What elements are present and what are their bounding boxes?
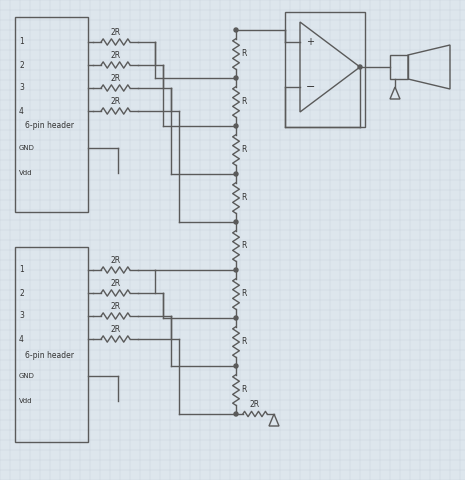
Text: 2R: 2R bbox=[111, 28, 120, 37]
Text: 4: 4 bbox=[19, 107, 24, 116]
Text: 2: 2 bbox=[19, 288, 24, 298]
Text: 2R: 2R bbox=[111, 256, 120, 265]
Text: GND: GND bbox=[19, 145, 35, 151]
Circle shape bbox=[234, 412, 238, 416]
Text: GND: GND bbox=[19, 373, 35, 379]
Text: R: R bbox=[241, 97, 247, 107]
Text: 2R: 2R bbox=[111, 74, 120, 83]
Circle shape bbox=[234, 268, 238, 272]
Bar bbox=[390, 55, 408, 79]
Text: R: R bbox=[241, 49, 247, 59]
Text: R: R bbox=[241, 385, 247, 395]
Text: +: + bbox=[306, 37, 314, 47]
Text: 1: 1 bbox=[19, 37, 24, 47]
Text: 3: 3 bbox=[19, 312, 24, 321]
Circle shape bbox=[234, 316, 238, 320]
Text: 3: 3 bbox=[19, 84, 24, 93]
Text: Vdd: Vdd bbox=[19, 398, 33, 404]
Text: 2R: 2R bbox=[111, 325, 120, 334]
Text: R: R bbox=[241, 337, 247, 347]
Text: 2R: 2R bbox=[111, 302, 120, 311]
Text: 2R: 2R bbox=[111, 51, 120, 60]
Text: Vdd: Vdd bbox=[19, 170, 33, 176]
Text: 4: 4 bbox=[19, 335, 24, 344]
Text: R: R bbox=[241, 289, 247, 299]
Bar bbox=[15, 17, 88, 212]
Circle shape bbox=[358, 65, 362, 69]
Bar bbox=[15, 247, 88, 442]
Text: 6-pin header: 6-pin header bbox=[25, 120, 74, 130]
Text: R: R bbox=[241, 145, 247, 155]
Text: R: R bbox=[241, 193, 247, 203]
Text: 2: 2 bbox=[19, 60, 24, 70]
Text: 1: 1 bbox=[19, 265, 24, 275]
Text: 6-pin header: 6-pin header bbox=[25, 350, 74, 360]
Text: −: − bbox=[306, 82, 315, 92]
Bar bbox=[285, 12, 365, 127]
Circle shape bbox=[234, 364, 238, 368]
Text: 2R: 2R bbox=[111, 97, 120, 106]
Circle shape bbox=[234, 28, 238, 32]
Circle shape bbox=[234, 220, 238, 224]
Circle shape bbox=[234, 124, 238, 128]
Circle shape bbox=[234, 172, 238, 176]
Text: R: R bbox=[241, 241, 247, 251]
Text: 2R: 2R bbox=[250, 400, 260, 409]
Circle shape bbox=[234, 76, 238, 80]
Text: 2R: 2R bbox=[111, 279, 120, 288]
